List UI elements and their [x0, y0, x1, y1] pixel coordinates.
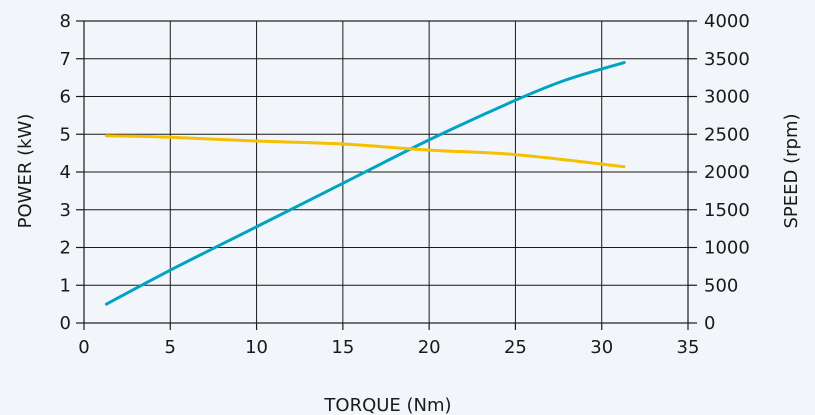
series-layer: [104, 61, 626, 306]
plot-frame: [83, 20, 689, 324]
y-tick-label: 2: [60, 238, 71, 259]
y-tick-label: 3: [60, 200, 71, 221]
axis-layer: 0 5 10 15 20 25 30 3501234567805001000150020002…: [60, 11, 750, 358]
x-tick-label: 35: [677, 337, 700, 358]
x-tick-label: 30: [590, 337, 613, 358]
y2-tick-label: 3000: [704, 87, 750, 108]
grid-layer: [83, 20, 689, 324]
x-tick-label: 25: [504, 337, 527, 358]
y-tick-label: 8: [60, 11, 71, 32]
y2-tick-label: 3500: [704, 49, 750, 70]
y2-tick-label: 0: [704, 313, 715, 334]
y2-tick-label: 1500: [704, 200, 750, 221]
x-tick-label: 0: [78, 337, 89, 358]
x-tick-label: 10: [245, 337, 268, 358]
y-tick-label: 5: [60, 124, 71, 145]
y-tick-label: 0: [60, 313, 71, 334]
x-tick-label: 20: [418, 337, 441, 358]
y-tick-label: 1: [60, 275, 71, 296]
y2-tick-label: 4000: [704, 11, 750, 32]
x-tick-label: 5: [165, 337, 176, 358]
x-tick-label: 15: [331, 337, 354, 358]
y-tick-label: 6: [60, 87, 71, 108]
power-series-line: [104, 61, 626, 306]
speed-series-line: [104, 134, 626, 169]
y2-tick-label: 2500: [704, 124, 750, 145]
y-axis-title: POWER (kW): [15, 114, 36, 229]
y-tick-label: 7: [60, 49, 71, 70]
x-axis-title: TORQUE (Nm): [323, 395, 451, 415]
y-tick-label: 4: [60, 162, 71, 183]
y2-tick-label: 2000: [704, 162, 750, 183]
y2-axis-title: SPEED (rpm): [781, 113, 802, 228]
y2-tick-label: 1000: [704, 238, 750, 259]
y2-tick-label: 500: [704, 275, 738, 296]
